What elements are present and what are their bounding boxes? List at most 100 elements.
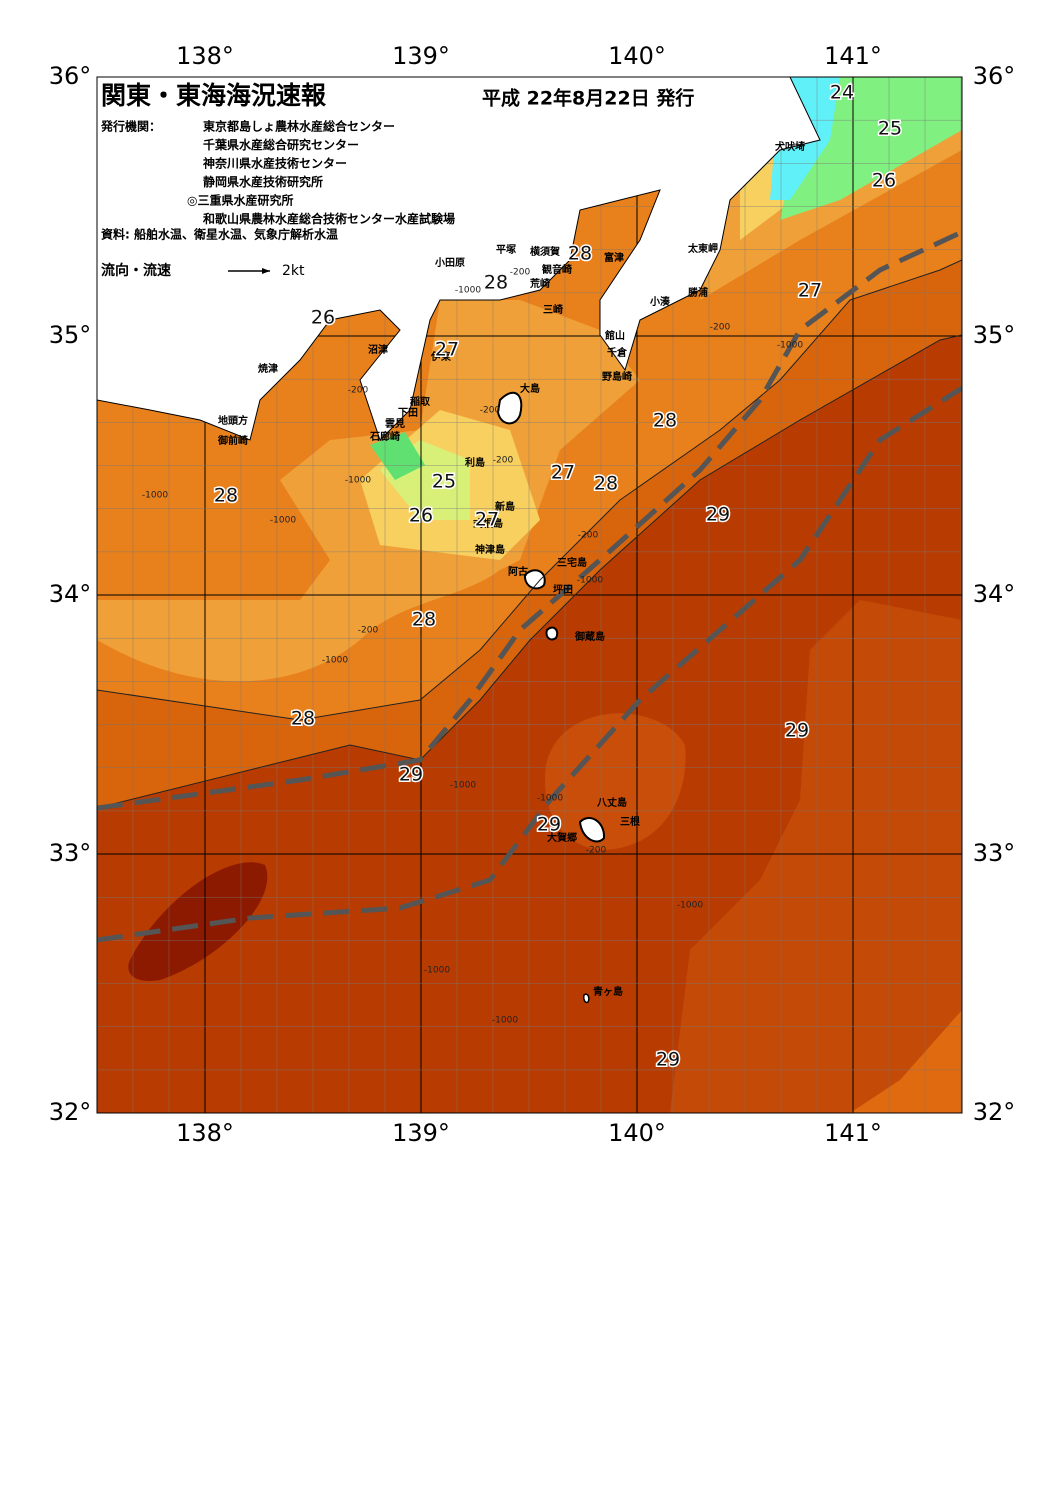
isotherm-label: 29 <box>537 814 561 836</box>
lat-label: 34° <box>973 580 1016 608</box>
place-name: 勝浦 <box>688 286 708 299</box>
depth-label: -1000 <box>450 781 476 791</box>
island <box>496 391 523 425</box>
contour <box>97 334 962 809</box>
depth-label: -1000 <box>577 576 603 586</box>
depth-label: -200 <box>586 846 607 856</box>
place-name: 富津 <box>604 251 624 264</box>
isotherm-label: 28 <box>568 243 592 265</box>
place-name: 式根島 <box>473 517 503 530</box>
isotherm-label: 26 <box>409 505 433 527</box>
isotherm-label: 27 <box>798 280 822 302</box>
place-name: 横須賀 <box>530 245 560 258</box>
place-name: 八丈島 <box>596 796 627 809</box>
depth-label: -200 <box>480 406 501 416</box>
isotherm-label: 28 <box>412 609 436 631</box>
lon-label: 138° <box>176 1119 234 1147</box>
place-name: 御前崎 <box>217 434 248 447</box>
lon-label: 141° <box>824 42 882 70</box>
depth-label: -200 <box>358 626 379 636</box>
isotherm-label: 24 <box>830 82 854 104</box>
depth-label: -200 <box>578 531 599 541</box>
place-name: 神津島 <box>475 543 505 556</box>
lon-label: 141° <box>824 1119 882 1147</box>
issuer: ◎三重県水産研究所 <box>187 193 293 208</box>
isotherm-label: 25 <box>878 118 902 140</box>
kuroshio-axis <box>97 229 962 811</box>
place-name: 小湊 <box>649 295 671 308</box>
isotherm-label: 27 <box>435 339 459 361</box>
isotherm-label: 28 <box>484 272 508 294</box>
lat-label: 34° <box>49 580 92 608</box>
place-name: 観音崎 <box>542 263 572 276</box>
lat-label: 33° <box>973 839 1016 867</box>
legend-arrowhead <box>262 268 270 274</box>
place-name: 稲取 <box>410 395 431 408</box>
depth-label: -1000 <box>345 476 371 486</box>
place-name: 阿古 <box>508 565 528 578</box>
depth-label: -1000 <box>142 491 168 501</box>
isotherm-label: 27 <box>551 462 575 484</box>
place-name: 御蔵島 <box>574 630 605 643</box>
depth-label: -1000 <box>424 966 450 976</box>
place-name: 下田 <box>398 407 418 419</box>
place-name: 野島崎 <box>602 370 632 383</box>
place-name: 石廊崎 <box>369 430 400 443</box>
lon-label: 139° <box>392 1119 450 1147</box>
map-frame <box>96 76 963 1114</box>
isotherm-label: 25 <box>432 471 456 493</box>
place-name: 利島 <box>465 456 485 469</box>
place-name: 平塚 <box>496 243 516 256</box>
issuer: 神奈川県水産技術センター <box>203 156 347 171</box>
lon-label: 140° <box>608 42 666 70</box>
place-name: 焼津 <box>258 362 278 375</box>
depth-label: -1000 <box>270 516 296 526</box>
depth-label: -1000 <box>322 656 348 666</box>
lat-label: 35° <box>973 321 1016 349</box>
issuer: 千葉県水産総合研究センター <box>203 137 359 152</box>
zone-29-lower <box>850 1010 962 1113</box>
zone-30 <box>128 862 268 981</box>
title: 関東・東海海況速報 <box>101 81 327 110</box>
place-name: 青ヶ島 <box>593 985 623 998</box>
lat-label: 35° <box>49 321 92 349</box>
lon-label: 140° <box>608 1119 666 1147</box>
place-name: 荒崎 <box>529 277 550 290</box>
lat-label: 32° <box>49 1098 92 1126</box>
legend-scale: 2kt <box>282 263 305 279</box>
depth-label: -200 <box>510 268 531 278</box>
lon-label: 139° <box>392 42 450 70</box>
depth-label: -1000 <box>677 901 703 911</box>
place-name: 大賀郷 <box>547 831 577 844</box>
zone-24 <box>370 432 425 480</box>
isotherm-label: 29 <box>785 720 809 742</box>
place-name: 千倉 <box>607 346 628 359</box>
lat-label: 36° <box>973 62 1016 90</box>
isotherm-label: 29 <box>656 1049 680 1071</box>
isotherm-label: 26 <box>872 170 896 192</box>
source: 資料: 船舶水温、衛星水温、気象庁解析水温 <box>101 227 338 242</box>
date: 平成 22年8月22日 発行 <box>482 87 694 110</box>
lat-label: 33° <box>49 839 92 867</box>
depth-label: -200 <box>710 323 731 333</box>
place-name: 坪田 <box>553 583 573 596</box>
depth-label: -200 <box>493 456 514 466</box>
place-name: 地頭方 <box>218 414 248 427</box>
place-name: 犬吠埼 <box>775 140 805 153</box>
place-name: 伊東 <box>430 350 451 363</box>
isotherm-label: 28 <box>291 708 315 730</box>
zone-patch <box>544 713 686 850</box>
depth-label: -1000 <box>492 1016 518 1026</box>
place-name: 沼津 <box>368 343 388 356</box>
lon-label: 138° <box>176 42 234 70</box>
isotherm-label: 26 <box>311 307 335 329</box>
place-name: 新島 <box>495 500 515 513</box>
isotherm-label: 28 <box>653 410 677 432</box>
issuer-label: 発行機関： <box>100 119 161 134</box>
issuer: 静岡県水産技術研究所 <box>203 174 323 189</box>
depth-label: -200 <box>348 386 369 396</box>
island <box>523 569 546 590</box>
issuer: 和歌山県農林水産総合技術センター水産試験場 <box>202 211 455 226</box>
island <box>545 626 559 641</box>
